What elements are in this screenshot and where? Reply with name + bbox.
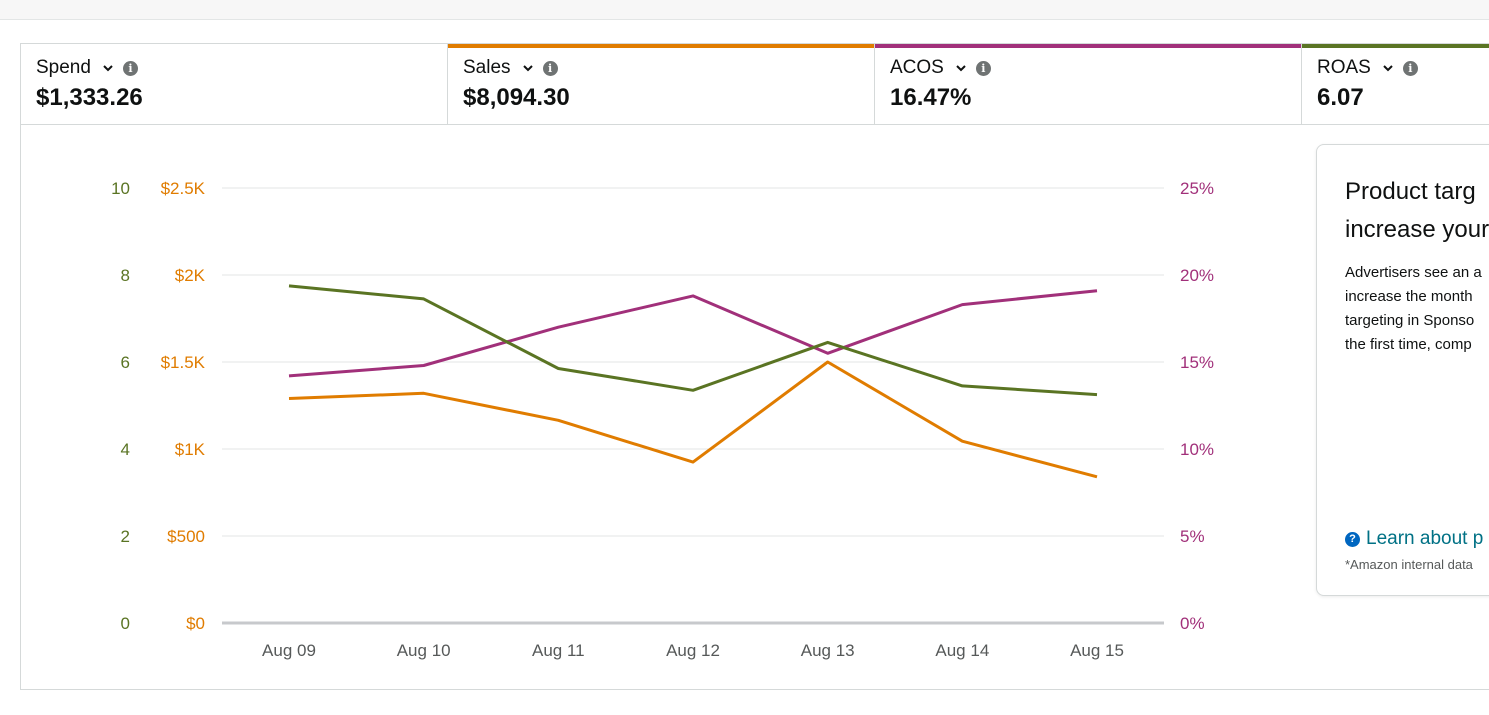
metric-label: Sales: [463, 57, 511, 78]
y-tick-label-acos: 20%: [1180, 266, 1214, 285]
metric-color-bar: [448, 44, 874, 48]
y-tick-label-sales: $2K: [175, 266, 206, 285]
metric-tile-sales[interactable]: Sales i $8,094.30: [448, 44, 875, 124]
metric-label: Spend: [36, 57, 91, 78]
metric-label: ROAS: [1317, 57, 1371, 78]
info-icon[interactable]: i: [1402, 60, 1418, 76]
card-title: Product targ increase your: [1345, 178, 1489, 243]
x-tick-label: Aug 09: [262, 641, 316, 660]
y-tick-label-sales: $500: [167, 527, 205, 546]
metric-label: ACOS: [890, 57, 944, 78]
learn-more-label: Learn about p: [1366, 528, 1484, 549]
chevron-down-icon[interactable]: [1383, 63, 1393, 73]
metric-value: 16.47%: [890, 84, 972, 111]
x-tick-label: Aug 10: [397, 641, 451, 660]
series-line-sales: [288, 360, 1098, 479]
info-icon[interactable]: i: [975, 60, 991, 76]
x-tick-label: Aug 12: [666, 641, 720, 660]
metric-value: $8,094.30: [463, 84, 570, 111]
series-line-acos: [288, 289, 1098, 378]
metric-tile-spend[interactable]: Spend i $1,333.26: [21, 44, 448, 124]
y-tick-label-roas: 2: [121, 527, 130, 546]
learn-more-link[interactable]: ? Learn about p: [1345, 528, 1483, 550]
y-tick-label-roas: 8: [121, 266, 130, 285]
performance-line-chart: 0 2 4 6 8 10 $0 $500 $1K $1.5K $2K $2.5K 0% 5% 10% 15% 2…: [111, 179, 1214, 660]
y-tick-label-sales: $0: [186, 614, 205, 633]
y-tick-label-acos: 5%: [1180, 527, 1205, 546]
top-bar: [0, 0, 1489, 20]
chevron-down-icon[interactable]: [956, 63, 966, 73]
x-tick-label: Aug 11: [532, 641, 585, 660]
metric-color-bar: [875, 44, 1301, 48]
metric-value: $1,333.26: [36, 84, 143, 111]
card-footnote: *Amazon internal data: [1345, 557, 1473, 572]
y-tick-label-sales: $1K: [175, 440, 206, 459]
y-tick-label-acos: 10%: [1180, 440, 1214, 459]
card-body: Advertisers see an a increase the month …: [1345, 264, 1482, 353]
y-tick-label-sales: $2.5K: [161, 179, 206, 198]
x-tick-label: Aug 13: [801, 641, 855, 660]
x-tick-label: Aug 15: [1070, 641, 1124, 660]
metric-tile-acos[interactable]: ACOS i 16.47%: [875, 44, 1302, 124]
info-icon[interactable]: i: [542, 60, 558, 76]
series-line-roas: [288, 284, 1098, 397]
y-tick-label-sales: $1.5K: [161, 353, 206, 372]
y-tick-label-roas: 0: [121, 614, 130, 633]
y-tick-label-acos: 25%: [1180, 179, 1214, 198]
y-tick-label-acos: 0%: [1180, 614, 1205, 633]
metric-value: 6.07: [1317, 84, 1364, 111]
info-icon[interactable]: i: [122, 60, 138, 76]
question-circle-icon: ?: [1345, 531, 1360, 547]
y-tick-label-acos: 15%: [1180, 353, 1214, 372]
y-tick-label-roas: 10: [111, 179, 130, 198]
metric-tile-roas[interactable]: ROAS i 6.07: [1302, 44, 1489, 124]
product-targeting-card: Product targ increase your Advertisers s…: [1316, 144, 1489, 596]
metric-color-bar: [1302, 44, 1489, 48]
chevron-down-icon[interactable]: [103, 63, 113, 73]
chevron-down-icon[interactable]: [522, 63, 533, 73]
metric-tiles: Spend i $1,333.26 Sales i $8,094.30 ACOS…: [21, 44, 1489, 125]
y-tick-label-roas: 6: [121, 353, 130, 372]
x-tick-label: Aug 14: [935, 641, 989, 660]
performance-panel: [20, 43, 1489, 690]
y-tick-label-roas: 4: [121, 440, 130, 459]
